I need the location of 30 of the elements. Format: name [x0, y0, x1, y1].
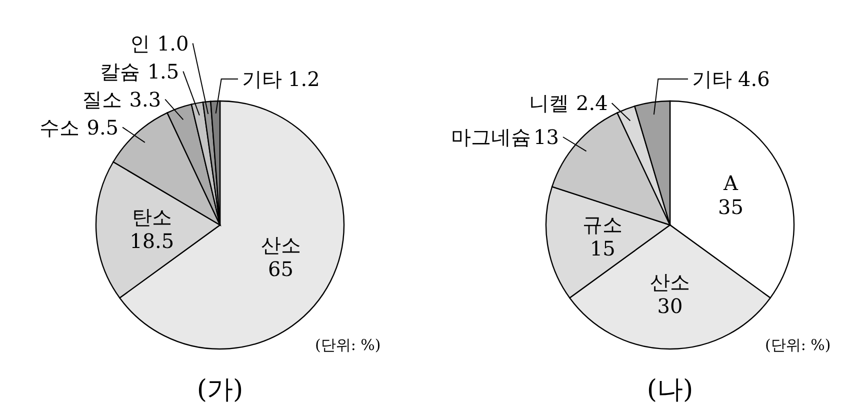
slice-label: 규소: [582, 212, 623, 237]
data-label: 65: [268, 256, 294, 281]
slice-label: 산소: [260, 232, 301, 257]
data-label: 35: [718, 195, 744, 220]
data-label: 9.5: [86, 115, 119, 140]
slice-label: 마그네슘: [450, 124, 531, 149]
slice-label: 기타: [242, 67, 282, 91]
slice-label: 인: [130, 31, 150, 56]
data-label: 13: [534, 124, 559, 149]
slice-label: 수소: [40, 115, 80, 140]
slice-label: 칼슘: [100, 59, 140, 84]
data-label: 2.4: [576, 91, 608, 116]
text: (단위: %): [315, 336, 381, 354]
slice-label: A: [722, 171, 739, 196]
slice-label: 질소: [82, 87, 122, 112]
data-label: 15: [590, 236, 616, 261]
slice-label: 기타: [692, 67, 732, 91]
slice-label: 니켈: [528, 91, 569, 116]
data-label: 1.0: [156, 31, 189, 56]
slice-label: 산소: [650, 270, 690, 294]
text: (단위: %): [765, 336, 831, 354]
slice-label: 탄소: [132, 205, 172, 230]
data-label: 4.6: [738, 67, 770, 91]
data-label: 1.5: [147, 59, 180, 84]
text: (나): [646, 375, 694, 405]
data-label: 3.3: [129, 87, 162, 112]
data-label: 18.5: [130, 229, 174, 254]
text: (가): [196, 375, 244, 405]
data-label: 1.2: [288, 67, 320, 91]
data-label: 30: [657, 294, 683, 318]
